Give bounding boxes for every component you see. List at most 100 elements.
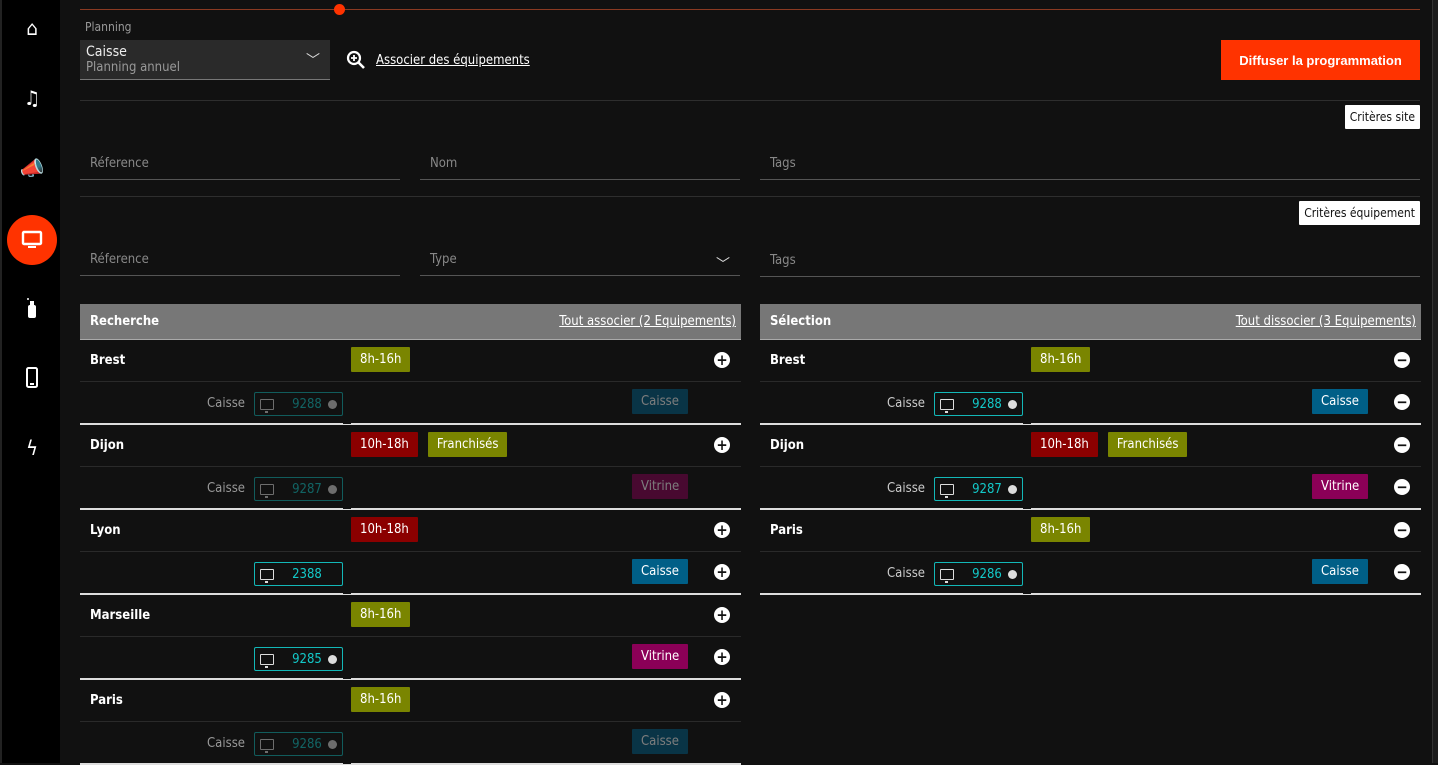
status-dot [328, 484, 337, 494]
site-tag: 8h-16h [351, 687, 411, 712]
monitor-icon [940, 398, 954, 413]
selection-title: Sélection [770, 314, 832, 329]
associate-site-button[interactable]: + [714, 607, 730, 623]
equipment-type-select[interactable]: Type ﹀ [420, 240, 740, 276]
dissociate-equipment-button[interactable]: − [1394, 479, 1410, 495]
equipment-chip[interactable]: 9286 [934, 562, 1023, 586]
site-item: Dijon 10h-18h Franchisés − Caisse 9287 Vitri… [760, 425, 1421, 510]
site-item: Paris 8h-16h + Caisse 9286 Caisse [80, 680, 741, 765]
site-tags: 8h-16h [351, 347, 411, 372]
equipment-tag: Vitrine [1312, 474, 1369, 499]
divider [80, 196, 1420, 197]
equipment-tags-input[interactable]: Tags [760, 241, 1420, 277]
timeline-marker[interactable] [334, 4, 345, 15]
equipment-tag: Caisse [1312, 559, 1368, 584]
selection-header: Sélection Tout dissocier (3 Equipements) [760, 304, 1421, 340]
megaphone-icon[interactable]: 📣 [19, 156, 45, 180]
scrollbar[interactable] [1432, 0, 1438, 763]
equipment-row: 9285 Vitrine + [80, 637, 741, 679]
associate-equipment[interactable]: Associer des équipements [346, 50, 530, 70]
equipment-row: Caisse 9288 Caisse [80, 382, 741, 424]
equipment-tag: Caisse [632, 729, 688, 754]
site-item: Lyon 10h-18h + 2388 Caisse + [80, 510, 741, 595]
home-icon[interactable]: ⌂ [26, 16, 38, 40]
site-tag: 8h-16h [1031, 517, 1091, 542]
equipment-chip[interactable]: 2388 [254, 562, 343, 586]
site-row: Dijon 10h-18h Franchisés + [80, 425, 741, 467]
equipment-number: 9287 [292, 481, 322, 497]
planning-value: Caisse [86, 44, 127, 60]
dissociate-all-link[interactable]: Tout dissocier (3 Equipements) [1235, 314, 1416, 329]
monitor-icon[interactable] [7, 215, 57, 265]
site-tag: 8h-16h [351, 347, 411, 372]
search-panel: Recherche Tout associer (2 Equipements) B… [80, 304, 741, 765]
equipment-chip[interactable]: 9286 [254, 732, 343, 756]
divider [80, 100, 1420, 101]
sidebar: ⌂ ♫ 📣 ϟ [0, 0, 60, 763]
site-item: Marseille 8h-16h + 9285 Vitrine + [80, 595, 741, 680]
equipment-number: 9287 [972, 481, 1002, 497]
site-name: Lyon [90, 523, 121, 538]
site-row: Paris 8h-16h − [760, 510, 1421, 552]
equipment-type-label: Caisse [207, 396, 245, 411]
associate-site-button[interactable]: + [714, 352, 730, 368]
equipment-row: Caisse 9288 Caisse − [760, 382, 1421, 424]
equipment-type-label: Caisse [207, 481, 245, 496]
site-name-input[interactable]: Nom [420, 144, 740, 180]
site-row: Lyon 10h-18h + [80, 510, 741, 552]
equipment-chip[interactable]: 9288 [254, 392, 343, 416]
equipment-tag: Vitrine [632, 644, 689, 669]
equipment-reference-input[interactable]: Réference [80, 240, 400, 276]
equipment-number: 9288 [292, 396, 322, 412]
monitor-icon [940, 483, 954, 498]
site-reference-input[interactable]: Réference [80, 144, 400, 180]
site-item: Paris 8h-16h − Caisse 9286 Caisse − [760, 510, 1421, 595]
equipment-number: 9286 [292, 736, 322, 752]
phone-icon[interactable] [7, 353, 57, 403]
associate-equipment-link[interactable]: Associer des équipements [376, 52, 530, 68]
equipment-type-label: Caisse [887, 396, 925, 411]
dissociate-site-button[interactable]: − [1394, 437, 1410, 453]
status-dot [1008, 484, 1017, 494]
status-dot [328, 739, 337, 749]
lightning-icon[interactable]: ϟ [26, 436, 38, 460]
status-dot [328, 399, 337, 409]
dissociate-equipment-button[interactable]: − [1394, 564, 1410, 580]
associate-equipment-button[interactable]: + [714, 564, 730, 580]
associate-site-button[interactable]: + [714, 692, 730, 708]
equipment-criteria-button[interactable]: Critères équipement [1299, 201, 1420, 225]
broadcast-button[interactable]: Diffuser la programmation [1221, 40, 1420, 80]
associate-site-button[interactable]: + [714, 522, 730, 538]
site-tag: 10h-18h [351, 432, 418, 457]
equipment-tag: Caisse [632, 389, 688, 414]
selection-panel: Sélection Tout dissocier (3 Equipements) … [760, 304, 1421, 595]
site-tags: 8h-16h [1031, 347, 1091, 372]
associate-all-link[interactable]: Tout associer (2 Equipements) [559, 314, 736, 329]
site-tag: 10h-18h [1031, 432, 1098, 457]
equipment-chip[interactable]: 9287 [934, 477, 1023, 501]
music-icon[interactable]: ♫ [23, 86, 41, 110]
equipment-row: Caisse 9286 Caisse [80, 722, 741, 764]
monitor-icon [260, 568, 274, 583]
equipment-tag: Caisse [1312, 389, 1368, 414]
dissociate-site-button[interactable]: − [1394, 352, 1410, 368]
spray-bottle-icon[interactable] [7, 283, 57, 333]
site-tags: 10h-18h Franchisés [351, 432, 508, 457]
equipment-row: Caisse 9287 Vitrine − [760, 467, 1421, 509]
site-name: Brest [770, 353, 806, 368]
dissociate-site-button[interactable]: − [1394, 522, 1410, 538]
site-tags-input[interactable]: Tags [760, 144, 1420, 180]
site-tag: 10h-18h [351, 517, 418, 542]
equipment-chip[interactable]: 9285 [254, 647, 343, 671]
monitor-icon [260, 398, 274, 413]
dissociate-equipment-button[interactable]: − [1394, 394, 1410, 410]
equipment-number: 9285 [292, 651, 322, 667]
planning-select[interactable]: Caisse Planning annuel ﹀ [80, 40, 330, 80]
site-tags: 8h-16h [351, 687, 411, 712]
associate-equipment-button[interactable]: + [714, 649, 730, 665]
site-criteria-button[interactable]: Critères site [1344, 105, 1420, 129]
equipment-chip[interactable]: 9287 [254, 477, 343, 501]
associate-site-button[interactable]: + [714, 437, 730, 453]
equipment-chip[interactable]: 9288 [934, 392, 1023, 416]
chevron-down-icon: ﹀ [716, 257, 730, 273]
